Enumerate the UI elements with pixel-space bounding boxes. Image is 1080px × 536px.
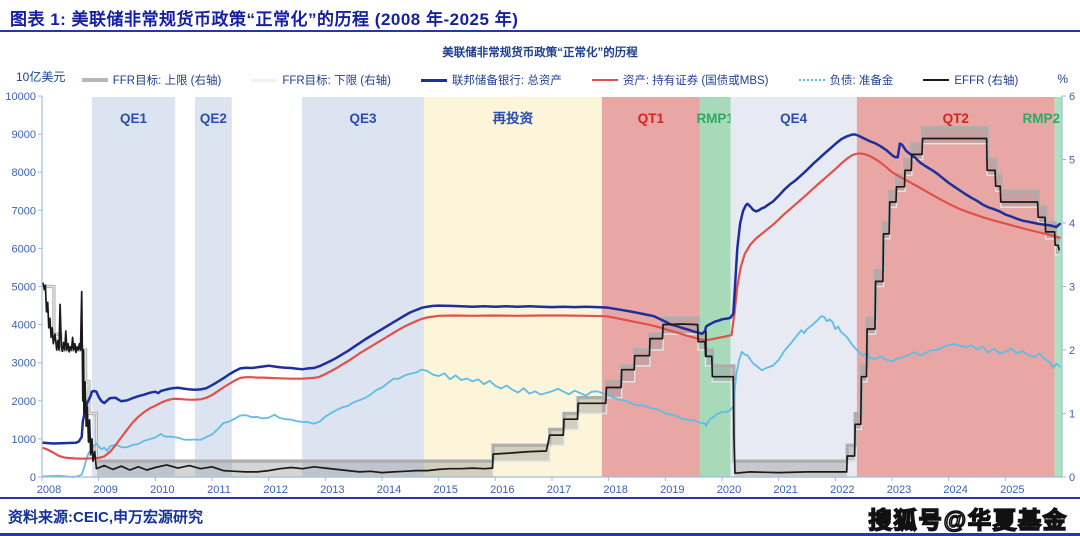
band-label-rmp1: RMP1	[696, 111, 734, 126]
band-qt1	[601, 97, 700, 477]
x-axis-tick-label: 2021	[773, 484, 797, 496]
band-qe2	[195, 97, 232, 477]
legend-item-3: 资产: 持有证券 (国债或MBS)	[591, 72, 769, 88]
band-label-qt2: QT2	[943, 111, 969, 126]
band-label-qe2: QE2	[200, 111, 227, 126]
source-text: 资料来源:CEIC,申万宏源研究	[8, 509, 204, 526]
watermark-text: 搜狐号@华夏基金	[868, 506, 1068, 534]
legend-swatch-1	[251, 78, 278, 82]
band-label-qe1: QE1	[120, 111, 148, 126]
legend-item-0: FFR目标: 上限 (右轴)	[81, 72, 222, 88]
left-axis-tick-label: 0	[30, 472, 36, 484]
band-qt2	[856, 97, 1055, 477]
band-qe1	[91, 97, 176, 477]
band-label-再投资: 再投资	[493, 110, 534, 126]
band-label-qe4: QE4	[780, 111, 808, 126]
right-axis-tick-label: 4	[1069, 218, 1075, 230]
legend-item-4: 负债: 准备金	[798, 72, 894, 88]
x-axis-tick-label: 2019	[660, 484, 684, 496]
legend-label-1: FFR目标: 下限 (右轴)	[282, 75, 391, 87]
right-axis-tick-label: 2	[1069, 345, 1075, 357]
band-label-rmp2: RMP2	[1022, 111, 1060, 126]
legend-swatch-3	[591, 79, 618, 81]
x-axis-tick-label: 2010	[150, 484, 174, 496]
x-axis-tick-label: 2015	[433, 484, 457, 496]
x-axis-tick-label: 2022	[830, 484, 854, 496]
series-line-3	[42, 137, 1061, 475]
left-axis-tick-label: 5000	[12, 282, 36, 294]
legend-label-4: 负债: 准备金	[829, 75, 894, 87]
x-axis-tick-label: 2025	[1000, 484, 1024, 496]
x-axis-tick-label: 2012	[263, 484, 287, 496]
legend-swatch-0	[81, 78, 108, 82]
right-axis-tick-label: 0	[1069, 472, 1075, 484]
left-axis-tick-label: 6000	[12, 243, 36, 255]
right-axis-unit-label: %	[1057, 72, 1068, 86]
right-axis-tick-label: 6	[1069, 91, 1075, 103]
x-axis-tick-label: 2013	[320, 484, 344, 496]
policy-normalization-chart: QE1 QE2 QE3 再投资 QT1 RMP1 QE4 QT2 RMP201000200030…	[5, 91, 1075, 496]
legend-label-0: FFR目标: 上限 (右轴)	[112, 75, 222, 87]
x-axis-tick-label: 2018	[603, 484, 627, 496]
x-axis-tick-label: 2014	[377, 484, 401, 496]
left-axis-tick-label: 9000	[12, 129, 36, 141]
band-qe4	[730, 97, 857, 477]
title-underline	[0, 30, 1080, 32]
chart-subtitle: 美联储非常规货币政策“正常化”的历程	[442, 47, 638, 59]
x-axis-tick-label: 2024	[943, 484, 967, 496]
legend-item-5: EFFR (右轴)	[923, 72, 1018, 88]
left-axis-tick-label: 4000	[12, 320, 36, 332]
band-label-qe3: QE3	[350, 111, 378, 126]
x-axis-tick-label: 2011	[207, 484, 231, 496]
band-rmp1	[699, 97, 731, 477]
left-axis-tick-label: 7000	[12, 205, 36, 217]
legend-label-2: 联邦储备银行: 总资产	[451, 75, 562, 87]
legend-swatch-5	[923, 79, 950, 81]
x-axis-tick-label: 2017	[547, 484, 571, 496]
left-axis-tick-label: 1000	[12, 434, 36, 446]
right-axis-tick-label: 3	[1069, 282, 1075, 294]
right-axis-tick-label: 1	[1069, 409, 1075, 421]
page-title: 图表 1: 美联储非常规货币政策“正常化”的历程 (2008 年-2025 年)	[10, 10, 519, 29]
band-qe3	[302, 97, 424, 477]
x-axis-tick-label: 2020	[717, 484, 741, 496]
x-axis-tick-label: 2016	[490, 484, 514, 496]
left-axis-tick-label: 2000	[12, 396, 36, 408]
series-line-1	[42, 152, 1061, 460]
left-axis-tick-label: 10000	[5, 91, 36, 103]
legend-item-2: 联邦储备银行: 总资产	[420, 72, 562, 88]
left-axis-tick-label: 8000	[12, 167, 36, 179]
bottom-border-line	[0, 533, 1080, 536]
band-label-qt1: QT1	[638, 111, 665, 126]
chart-legend: FFR目标: 上限 (右轴) FFR目标: 下限 (右轴) 联邦储备银行: 总资产 资…	[80, 72, 1020, 88]
legend-label-5: EFFR (右轴)	[954, 75, 1019, 87]
left-axis-unit-label: 10亿美元	[16, 70, 66, 84]
separator-line	[0, 497, 1080, 499]
x-axis-tick-label: 2009	[93, 484, 117, 496]
x-axis-tick-label: 2023	[887, 484, 911, 496]
legend-label-3: 资产: 持有证券 (国债或MBS)	[622, 75, 769, 87]
legend-swatch-4	[798, 79, 825, 81]
series-line-2	[41, 133, 1061, 445]
legend-swatch-2	[420, 78, 447, 82]
left-axis-tick-label: 3000	[12, 358, 36, 370]
series-line-0	[42, 315, 1061, 478]
band-rmp2	[1054, 97, 1062, 477]
x-axis-tick-label: 2008	[37, 484, 61, 496]
legend-item-1: FFR目标: 下限 (右轴)	[251, 72, 391, 88]
right-axis-tick-label: 5	[1069, 155, 1075, 167]
